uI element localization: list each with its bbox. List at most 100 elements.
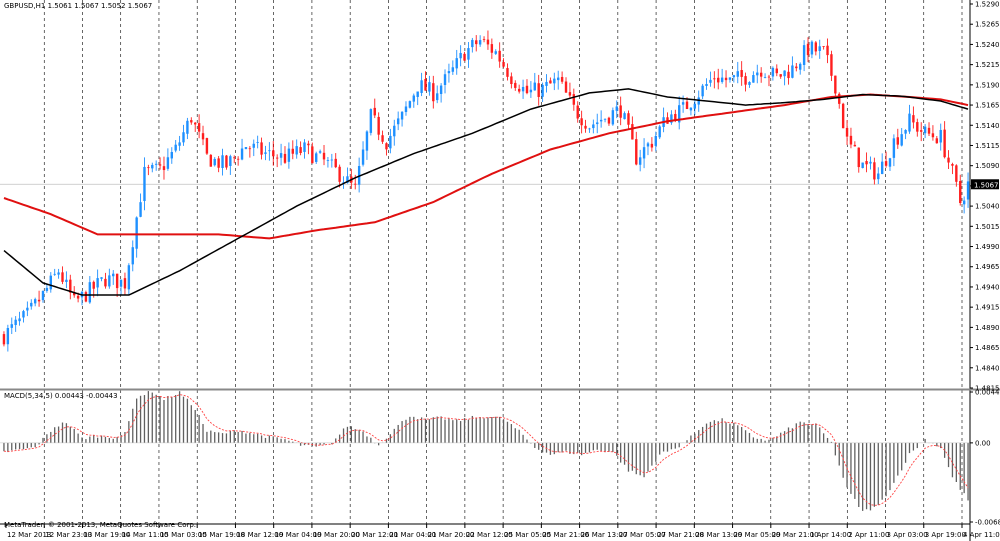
time-tick-label: 14 Mar 11:00	[122, 531, 169, 539]
candle-body	[53, 273, 56, 275]
candle-body	[545, 81, 548, 86]
time-tick-label: 12 Mar 23:00	[45, 531, 92, 539]
candle-body	[209, 154, 213, 167]
candle-body	[506, 68, 509, 77]
candle-body	[775, 68, 778, 74]
time-tick-label: 4 Apr 11:00	[963, 531, 1000, 539]
candle-body	[377, 116, 380, 135]
candle-body	[108, 275, 111, 287]
candle-body	[853, 144, 857, 147]
candle-body	[880, 161, 884, 175]
candle-body	[709, 79, 712, 83]
candle-body	[767, 76, 771, 78]
candle-body	[307, 143, 310, 146]
price-tick-label: 1.4815	[975, 385, 1000, 393]
time-tick-label: 29 Mar 21:00	[772, 531, 819, 539]
candle-body	[221, 155, 224, 168]
candle-body	[264, 152, 267, 154]
candle-body	[510, 76, 513, 85]
candle-body	[205, 138, 209, 154]
candle-body	[354, 183, 357, 185]
candle-body	[342, 182, 345, 184]
candle-body	[428, 82, 431, 92]
candle-body	[65, 279, 68, 282]
price-tick-label: 1.5215	[975, 61, 1000, 69]
candle-body	[779, 74, 782, 77]
candle-body	[37, 299, 41, 302]
candle-body	[412, 95, 415, 102]
time-tick-label: 15 Mar 19:00	[198, 531, 245, 539]
candle-body	[162, 166, 166, 171]
candle-body	[783, 70, 786, 77]
price-tick-label: 1.5290	[975, 1, 1000, 9]
candle-body	[127, 265, 131, 290]
candle-body	[650, 143, 654, 148]
candle-body	[112, 273, 115, 277]
candle-body	[119, 279, 123, 287]
candle-body	[14, 319, 17, 326]
candle-body	[931, 133, 935, 138]
time-tick-label: 18 Mar 12:00	[236, 531, 283, 539]
candle-body	[233, 157, 236, 159]
candle-body	[849, 135, 853, 145]
candle-body	[962, 200, 966, 205]
candle-body	[502, 62, 505, 67]
candle-body	[693, 103, 697, 109]
candle-body	[740, 70, 743, 77]
candle-body	[533, 82, 536, 91]
candle-body	[143, 166, 146, 201]
candle-body	[717, 77, 720, 83]
candle-body	[525, 85, 529, 94]
candle-body	[194, 122, 197, 125]
price-tick-label: 1.5165	[975, 102, 1000, 110]
candle-body	[635, 139, 638, 165]
candle-body	[2, 334, 6, 345]
candle-body	[248, 148, 252, 150]
time-tick-label: 26 Mar 13:00	[581, 531, 628, 539]
candle-body	[92, 281, 95, 289]
candle-body	[396, 118, 400, 125]
candle-body	[197, 123, 201, 132]
candle-body	[22, 311, 25, 318]
candle-body	[123, 278, 127, 289]
candle-body	[615, 106, 618, 111]
time-tick-label: 13 Mar 19:00	[83, 531, 130, 539]
candle-body	[752, 75, 755, 83]
candle-body	[834, 75, 837, 94]
candle-body	[720, 77, 724, 82]
candle-body	[104, 278, 107, 287]
candle-body	[100, 277, 103, 279]
candle-body	[623, 113, 626, 120]
candle-body	[256, 142, 259, 143]
candle-body	[697, 97, 700, 105]
candle-body	[69, 279, 72, 293]
candle-body	[381, 135, 384, 142]
candle-body	[841, 103, 845, 129]
candle-body	[330, 159, 334, 161]
candle-body	[689, 107, 693, 111]
candle-body	[416, 91, 419, 97]
candle-body	[732, 75, 736, 78]
candle-body	[830, 54, 833, 76]
candle-body	[369, 109, 373, 133]
candle-body	[521, 86, 525, 92]
candle-body	[49, 275, 52, 290]
candle-body	[299, 147, 302, 153]
candle-body	[76, 295, 80, 299]
macd-tick-label: 0.00443	[975, 389, 1000, 397]
candle-body	[799, 63, 802, 70]
candle-body	[888, 158, 892, 167]
time-tick-label: 27 Mar 05:00	[619, 531, 666, 539]
candle-body	[174, 144, 177, 151]
candle-body	[61, 272, 64, 282]
candle-body	[158, 164, 162, 166]
macd-tick-label: -0.00689	[975, 519, 1000, 527]
candle-body	[436, 93, 439, 101]
time-tick-label: 22 Mar 12:00	[466, 531, 513, 539]
time-tick-label: 19 Mar 04:00	[275, 531, 322, 539]
price-tick-label: 1.5265	[975, 21, 1000, 29]
candle-body	[584, 125, 587, 129]
candles	[2, 30, 970, 352]
